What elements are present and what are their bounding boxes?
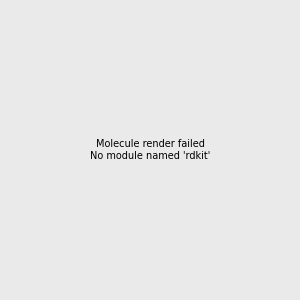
Text: Molecule render failed
No module named 'rdkit': Molecule render failed No module named '…: [90, 139, 210, 161]
